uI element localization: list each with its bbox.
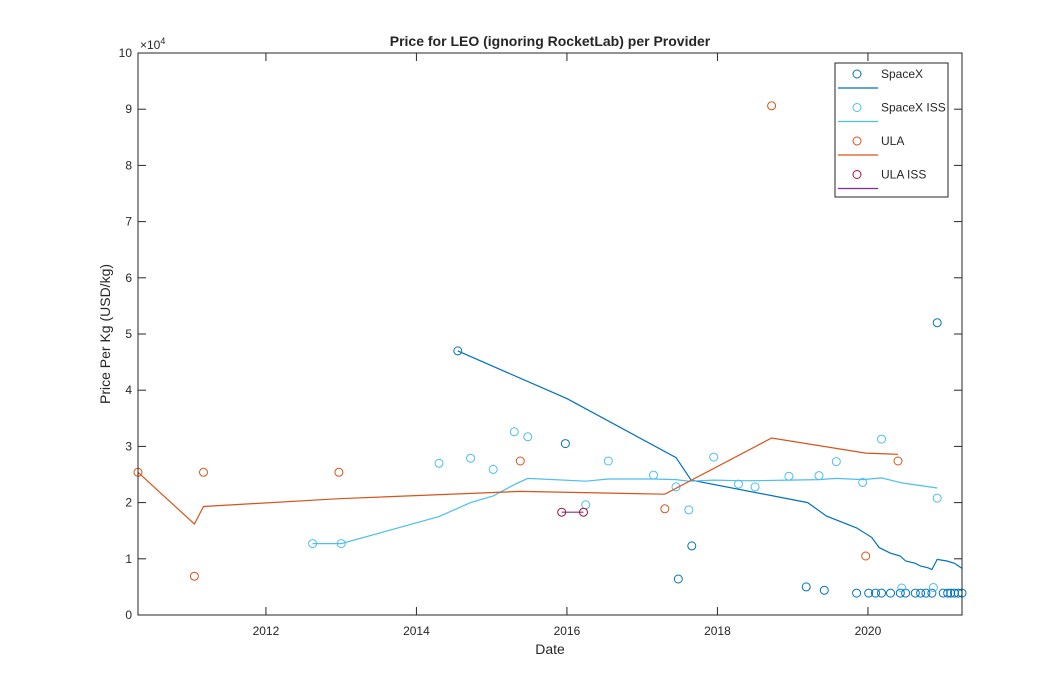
y-tick-label: 3 — [125, 439, 132, 453]
data-point — [927, 588, 937, 598]
y-tick-label: 5 — [125, 327, 132, 341]
x-tick-label: 2012 — [253, 624, 280, 638]
data-point — [453, 346, 463, 356]
legend-marker — [852, 103, 862, 112]
y-tick-label: 9 — [125, 102, 132, 116]
data-point — [560, 439, 570, 449]
legend-label: ULA ISS — [881, 168, 926, 182]
data-point — [932, 493, 942, 503]
y-tick-label: 2 — [125, 496, 132, 510]
data-point — [886, 588, 895, 598]
data-point — [916, 588, 926, 598]
data-point — [334, 467, 344, 477]
data-point — [932, 318, 942, 328]
series-trend-line — [457, 350, 963, 571]
legend-box — [834, 62, 949, 198]
data-point — [877, 588, 886, 598]
y-tick-label: 0 — [125, 608, 132, 622]
data-point — [831, 457, 841, 467]
legend: SpaceX SpaceX ISS ULA ULA ISS — [834, 62, 949, 198]
data-point — [523, 432, 533, 442]
data-point — [336, 539, 346, 549]
x-axis-label: Date — [535, 641, 565, 657]
chart-title: Price for LEO (ignoring RocketLab) per P… — [390, 33, 711, 49]
series-2 — [133, 101, 903, 581]
data-point — [649, 470, 658, 480]
data-point — [515, 456, 525, 466]
data-point — [858, 477, 868, 487]
x-tick-label: 2016 — [554, 624, 581, 638]
x-tick-label: 2018 — [704, 624, 731, 638]
data-point — [709, 452, 719, 462]
data-point — [488, 464, 498, 474]
data-point — [910, 588, 920, 598]
axes: 2012 2014 2016 2018 2020 0 1 2 3 4 5 6 7 8 9 10 — [119, 46, 963, 638]
y-exponent-base: ×10 — [140, 38, 161, 52]
data-point — [893, 456, 903, 466]
data-point — [199, 467, 208, 477]
y-axis-exponent: ×104 — [140, 36, 165, 52]
legend-label: ULA — [881, 134, 904, 148]
y-tick-label: 8 — [125, 158, 132, 172]
data-point — [897, 583, 907, 593]
data-point — [864, 588, 874, 598]
data-point — [687, 541, 697, 551]
data-point — [852, 588, 862, 598]
data-point — [943, 588, 953, 598]
legend-label: SpaceX — [881, 67, 923, 81]
x-tick-label: 2014 — [403, 624, 430, 638]
series-3 — [557, 507, 588, 517]
legend-label: SpaceX ISS — [881, 101, 946, 115]
data-point — [466, 453, 476, 463]
legend-marker — [852, 69, 862, 79]
data-point — [189, 571, 199, 581]
legend-marker — [852, 170, 862, 179]
series-trend-line — [137, 437, 899, 525]
data-point — [861, 551, 871, 561]
y-tick-label: 7 — [125, 215, 132, 229]
data-point — [801, 582, 811, 592]
data-point — [895, 588, 905, 598]
data-point — [928, 583, 938, 592]
data-point — [579, 507, 588, 517]
data-point — [603, 456, 613, 466]
data-point — [684, 505, 694, 515]
plot-area — [133, 101, 967, 598]
data-point — [557, 507, 567, 517]
data-point — [750, 482, 760, 492]
series-1 — [308, 427, 942, 593]
data-point — [673, 574, 683, 584]
y-tick-label: 10 — [119, 46, 133, 60]
data-point — [734, 479, 743, 489]
y-tick-label: 4 — [125, 383, 132, 397]
data-point — [784, 471, 794, 481]
data-point — [819, 585, 829, 595]
data-point — [660, 504, 670, 514]
data-point — [877, 434, 886, 444]
y-tick-label: 1 — [125, 552, 132, 566]
x-tick-label: 2020 — [855, 624, 882, 638]
data-point — [434, 458, 444, 468]
data-point — [921, 588, 931, 598]
series-trend-line — [312, 477, 938, 545]
legend-marker — [852, 136, 862, 146]
y-tick-label: 6 — [125, 271, 132, 285]
y-axis-label: Price Per Kg (USD/kg) — [97, 264, 113, 404]
data-point — [671, 482, 681, 492]
data-point — [871, 588, 880, 598]
data-point — [308, 539, 318, 549]
series-0 — [453, 318, 967, 598]
y-exponent-power: 4 — [160, 36, 165, 46]
data-point — [509, 427, 519, 437]
data-point — [767, 101, 777, 111]
data-point — [814, 471, 824, 481]
